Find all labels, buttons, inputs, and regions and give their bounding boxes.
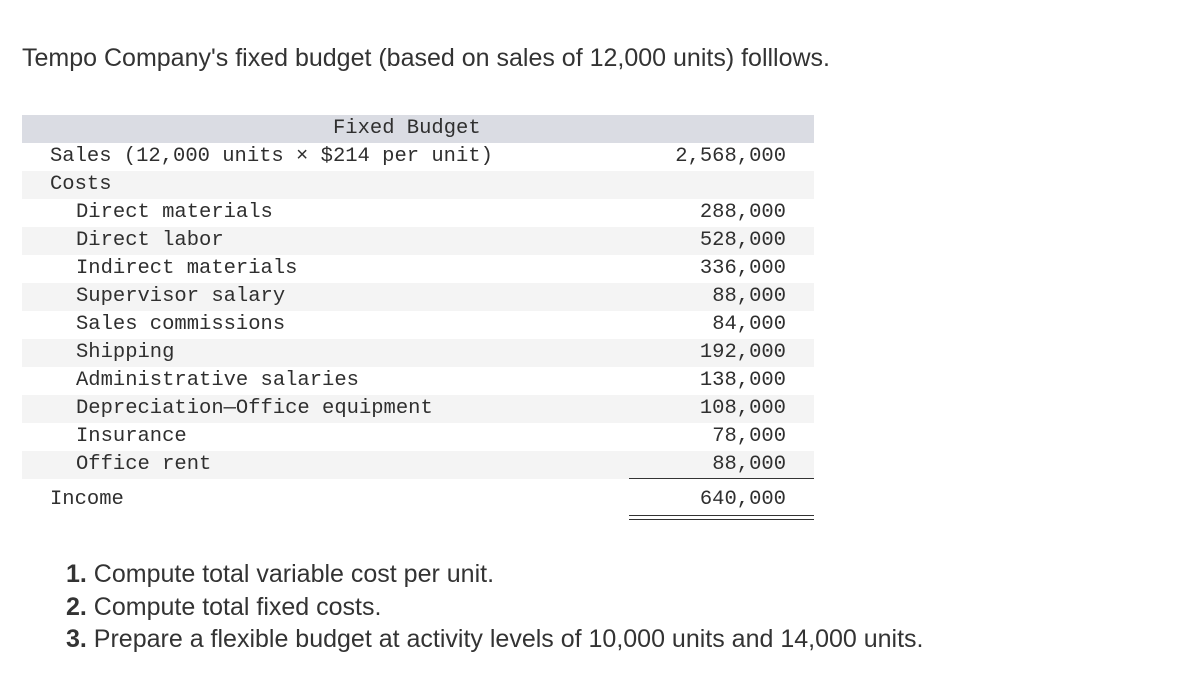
question-number: 1.: [66, 560, 87, 588]
cost-amount: 138,000: [699, 369, 786, 392]
cost-row-direct-materials: Direct materials 288,000: [22, 199, 814, 227]
intro-text: Tempo Company's fixed budget (based on s…: [22, 44, 831, 72]
cost-amount: 84,000: [712, 313, 786, 336]
sales-label: Sales (12,000 units × $214 per unit): [50, 145, 493, 168]
cost-row-administrative-salaries: Administrative salaries 138,000: [22, 367, 814, 395]
cost-amount: 192,000: [699, 341, 786, 364]
cost-row-sales-commissions: Sales commissions 84,000: [22, 311, 814, 339]
question-item: 3. Prepare a flexible budget at activity…: [66, 623, 924, 656]
cost-amount: 288,000: [699, 201, 786, 224]
income-row: Income 640,000: [22, 479, 814, 521]
question-text: Compute total variable cost per unit.: [86, 560, 495, 588]
cost-amount: 336,000: [699, 257, 786, 280]
sales-amount: 2,568,000: [675, 145, 786, 168]
cost-row-depreciation-office-equipment: Depreciation—Office equipment 108,000: [22, 395, 814, 423]
cost-row-direct-labor: Direct labor 528,000: [22, 227, 814, 255]
question-item: 2. Compute total fixed costs.: [66, 591, 924, 624]
column-header-fixed-budget: Fixed Budget: [333, 117, 481, 140]
costs-heading-row: Costs: [22, 171, 814, 199]
question-number: 3.: [66, 625, 87, 653]
cost-row-supervisor-salary: Supervisor salary 88,000: [22, 283, 814, 311]
cost-label: Sales commissions: [76, 313, 286, 336]
cost-label: Administrative salaries: [76, 369, 359, 392]
cost-label: Indirect materials: [76, 257, 298, 280]
cost-label: Direct materials: [76, 201, 273, 224]
fixed-budget-table: Fixed Budget Sales (12,000 units × $214 …: [22, 115, 814, 521]
question-list: 1. Compute total variable cost per unit.…: [66, 558, 924, 656]
question-text: Prepare a flexible budget at activity le…: [86, 625, 924, 653]
costs-heading: Costs: [50, 173, 112, 196]
question-number: 2.: [66, 592, 87, 621]
cost-row-office-rent: Office rent 88,000: [22, 451, 814, 479]
cost-label: Office rent: [76, 453, 212, 476]
cost-label: Supervisor salary: [76, 285, 286, 308]
table-header-row: Fixed Budget: [22, 115, 814, 143]
income-amount: 640,000: [699, 488, 786, 511]
cost-amount: 108,000: [699, 397, 786, 420]
total-double-rule: [629, 515, 814, 520]
cost-label: Shipping: [76, 341, 175, 364]
cost-label: Depreciation—Office equipment: [76, 397, 433, 420]
cost-amount: 528,000: [699, 229, 786, 252]
subtotal-rule: [629, 478, 814, 479]
cost-amount: 88,000: [712, 453, 786, 476]
cost-row-indirect-materials: Indirect materials 336,000: [22, 255, 814, 283]
income-label: Income: [50, 488, 124, 511]
sales-row: Sales (12,000 units × $214 per unit) 2,5…: [22, 143, 814, 171]
cost-amount: 88,000: [712, 285, 786, 308]
cost-row-shipping: Shipping 192,000: [22, 339, 814, 367]
cost-label: Insurance: [76, 425, 187, 448]
cost-label: Direct labor: [76, 229, 224, 252]
question-text: Compute total fixed costs.: [86, 592, 382, 621]
cost-amount: 78,000: [712, 425, 786, 448]
cost-row-insurance: Insurance 78,000: [22, 423, 814, 451]
question-item: 1. Compute total variable cost per unit.: [66, 558, 924, 591]
